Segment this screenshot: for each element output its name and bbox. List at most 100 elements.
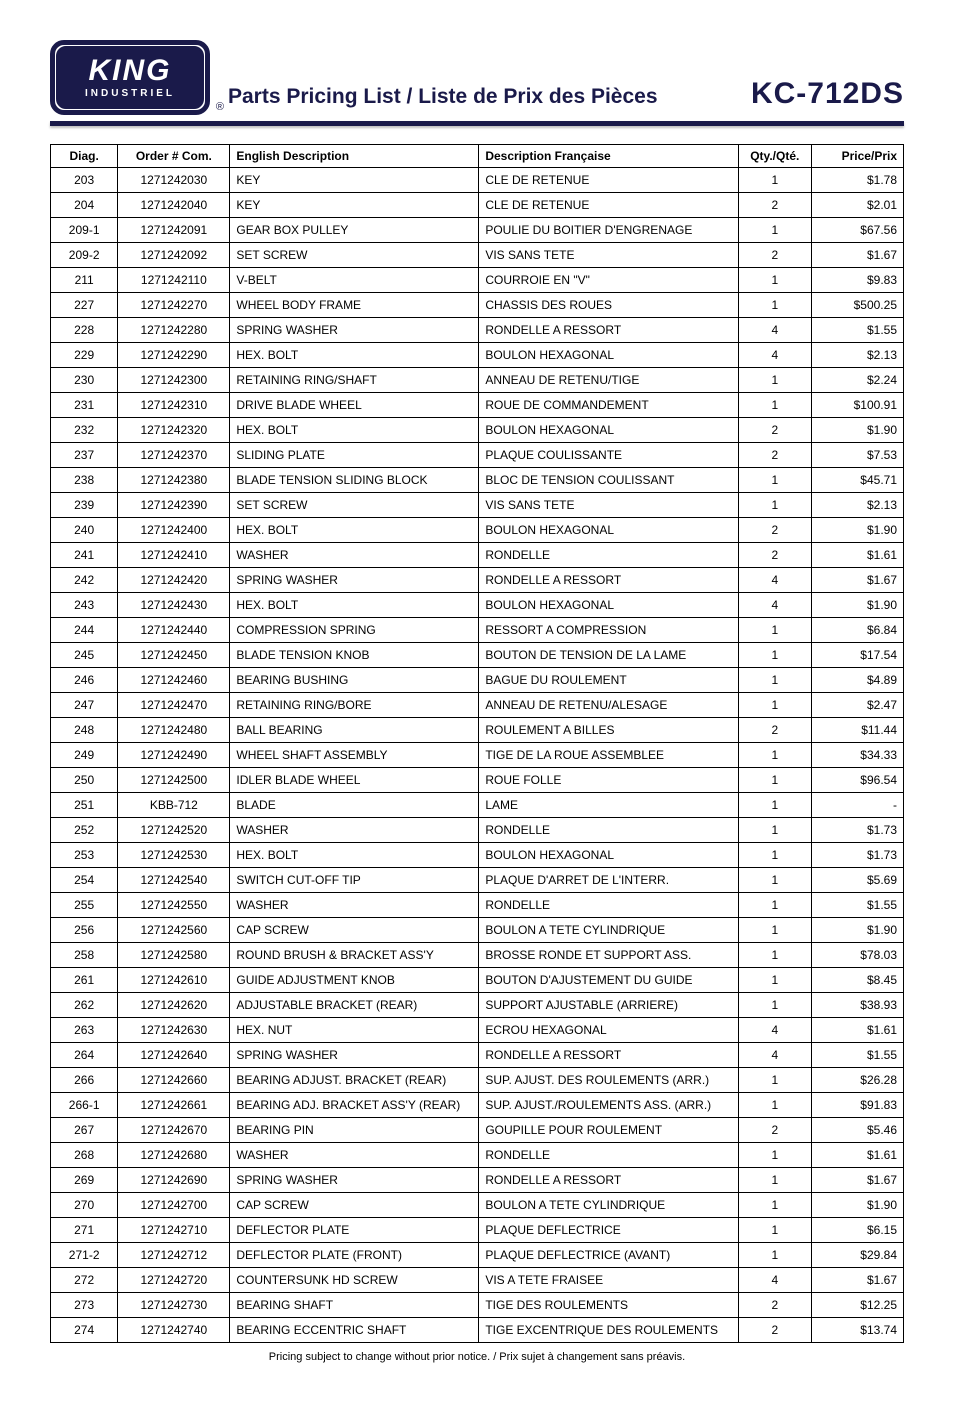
- cell-order: 1271242660: [118, 1068, 230, 1093]
- cell-diag: 247: [51, 693, 118, 718]
- cell-qty: 1: [738, 468, 811, 493]
- cell-english: BALL BEARING: [230, 718, 479, 743]
- cell-price: $7.53: [811, 443, 903, 468]
- table-row: 2381271242380BLADE TENSION SLIDING BLOCK…: [51, 468, 904, 493]
- table-row: 2611271242610GUIDE ADJUSTMENT KNOBBOUTON…: [51, 968, 904, 993]
- cell-price: $6.15: [811, 1218, 903, 1243]
- cell-qty: 4: [738, 1268, 811, 1293]
- cell-english: HEX. BOLT: [230, 843, 479, 868]
- cell-order: 1271242092: [118, 243, 230, 268]
- col-header-english: English Description: [230, 145, 479, 168]
- table-row: 209-11271242091GEAR BOX PULLEYPOULIE DU …: [51, 218, 904, 243]
- cell-order: 1271242560: [118, 918, 230, 943]
- cell-english: COUNTERSUNK HD SCREW: [230, 1268, 479, 1293]
- brand-logo: KING INDUSTRIEL ®: [50, 40, 210, 115]
- table-row: 2561271242560CAP SCREWBOULON A TETE CYLI…: [51, 918, 904, 943]
- cell-order: 1271242530: [118, 843, 230, 868]
- logo-sub-text: INDUSTRIEL: [85, 88, 175, 99]
- cell-french: CLE DE RETENUE: [479, 168, 739, 193]
- cell-diag: 227: [51, 293, 118, 318]
- cell-qty: 1: [738, 918, 811, 943]
- cell-english: SET SCREW: [230, 243, 479, 268]
- cell-french: ROUE FOLLE: [479, 768, 739, 793]
- cell-french: ROUE DE COMMANDEMENT: [479, 393, 739, 418]
- cell-price: $2.24: [811, 368, 903, 393]
- cell-price: $26.28: [811, 1068, 903, 1093]
- cell-english: WASHER: [230, 818, 479, 843]
- table-row: 2641271242640SPRING WASHERRONDELLE A RES…: [51, 1043, 904, 1068]
- cell-diag: 246: [51, 668, 118, 693]
- cell-diag: 241: [51, 543, 118, 568]
- cell-diag: 211: [51, 268, 118, 293]
- cell-diag: 250: [51, 768, 118, 793]
- cell-qty: 2: [738, 718, 811, 743]
- cell-diag: 237: [51, 443, 118, 468]
- cell-price: $6.84: [811, 618, 903, 643]
- table-row: 2041271242040KEYCLE DE RETENUE2$2.01: [51, 193, 904, 218]
- cell-french: POULIE DU BOITIER D'ENGRENAGE: [479, 218, 739, 243]
- cell-diag: 271: [51, 1218, 118, 1243]
- cell-english: KEY: [230, 168, 479, 193]
- cell-order: 1271242500: [118, 768, 230, 793]
- cell-order: 1271242040: [118, 193, 230, 218]
- cell-price: $29.84: [811, 1243, 903, 1268]
- cell-english: DRIVE BLADE WHEEL: [230, 393, 479, 418]
- cell-french: BOUTON DE TENSION DE LA LAME: [479, 643, 739, 668]
- cell-qty: 1: [738, 1068, 811, 1093]
- cell-qty: 4: [738, 343, 811, 368]
- cell-diag: 204: [51, 193, 118, 218]
- col-header-qty: Qty./Qté.: [738, 145, 811, 168]
- table-row: 2621271242620ADJUSTABLE BRACKET (REAR)SU…: [51, 993, 904, 1018]
- cell-qty: 1: [738, 768, 811, 793]
- cell-order: 1271242661: [118, 1093, 230, 1118]
- cell-english: DEFLECTOR PLATE (FRONT): [230, 1243, 479, 1268]
- cell-price: $1.55: [811, 1043, 903, 1068]
- cell-diag: 209-1: [51, 218, 118, 243]
- cell-qty: 1: [738, 1143, 811, 1168]
- cell-qty: 1: [738, 993, 811, 1018]
- cell-diag: 252: [51, 818, 118, 843]
- table-row: 2711271242710DEFLECTOR PLATEPLAQUE DEFLE…: [51, 1218, 904, 1243]
- cell-qty: 2: [738, 443, 811, 468]
- table-row: 2541271242540SWITCH CUT-OFF TIPPLAQUE D'…: [51, 868, 904, 893]
- cell-order: 1271242550: [118, 893, 230, 918]
- cell-order: 1271242670: [118, 1118, 230, 1143]
- cell-english: GUIDE ADJUSTMENT KNOB: [230, 968, 479, 993]
- cell-order: 1271242680: [118, 1143, 230, 1168]
- col-header-french: Description Française: [479, 145, 739, 168]
- cell-diag: 269: [51, 1168, 118, 1193]
- cell-english: BEARING ADJ. BRACKET ASS'Y (REAR): [230, 1093, 479, 1118]
- cell-french: RONDELLE A RESSORT: [479, 1168, 739, 1193]
- table-header: Diag. Order # Com. English Description D…: [51, 145, 904, 168]
- cell-qty: 1: [738, 893, 811, 918]
- cell-price: $2.13: [811, 343, 903, 368]
- cell-order: 1271242320: [118, 418, 230, 443]
- table-row: 2551271242550WASHERRONDELLE1$1.55: [51, 893, 904, 918]
- cell-order: 1271242280: [118, 318, 230, 343]
- cell-diag: 263: [51, 1018, 118, 1043]
- cell-english: RETAINING RING/SHAFT: [230, 368, 479, 393]
- cell-diag: 230: [51, 368, 118, 393]
- table-row: 2501271242500IDLER BLADE WHEELROUE FOLLE…: [51, 768, 904, 793]
- cell-diag: 203: [51, 168, 118, 193]
- cell-qty: 1: [738, 968, 811, 993]
- cell-qty: 1: [738, 743, 811, 768]
- cell-order: 1271242710: [118, 1218, 230, 1243]
- cell-french: SUP. AJUST./ROULEMENTS ASS. (ARR.): [479, 1093, 739, 1118]
- cell-diag: 228: [51, 318, 118, 343]
- model-number: KC-712DS: [751, 77, 904, 111]
- cell-english: BLADE TENSION KNOB: [230, 643, 479, 668]
- cell-diag: 270: [51, 1193, 118, 1218]
- table-row: 2401271242400HEX. BOLTBOULON HEXAGONAL2$…: [51, 518, 904, 543]
- cell-order: 1271242720: [118, 1268, 230, 1293]
- cell-order: 1271242640: [118, 1043, 230, 1068]
- cell-qty: 1: [738, 693, 811, 718]
- cell-price: $1.67: [811, 1168, 903, 1193]
- cell-price: $1.55: [811, 893, 903, 918]
- cell-price: $1.73: [811, 818, 903, 843]
- cell-french: ANNEAU DE RETENU/TIGE: [479, 368, 739, 393]
- cell-english: BEARING ECCENTRIC SHAFT: [230, 1318, 479, 1343]
- cell-english: ADJUSTABLE BRACKET (REAR): [230, 993, 479, 1018]
- cell-qty: 2: [738, 1293, 811, 1318]
- cell-english: WASHER: [230, 1143, 479, 1168]
